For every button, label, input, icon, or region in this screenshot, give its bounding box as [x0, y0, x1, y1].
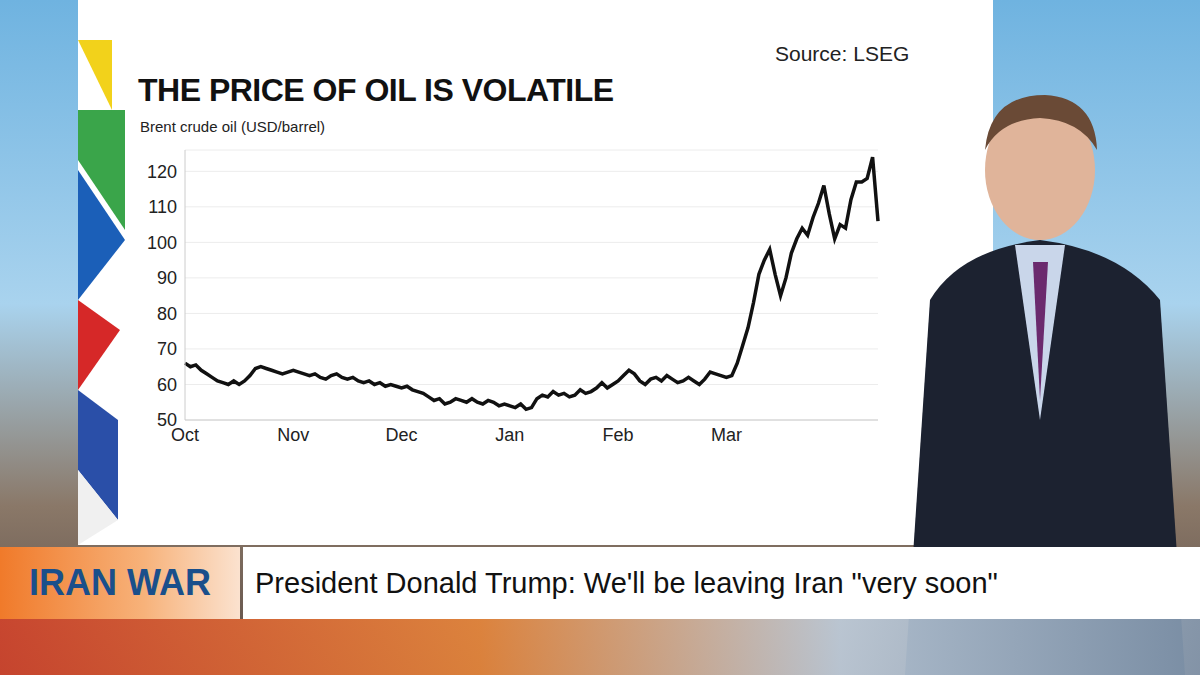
svg-text:120: 120: [147, 162, 177, 182]
html-text:IRAN WAR: IRAN WAR: [29, 562, 211, 603]
svg-text:Dec: Dec: [386, 425, 418, 445]
svg-text:Oct: Oct: [171, 424, 199, 445]
svg-text:70: 70: [157, 339, 177, 359]
svg-text:Mar: Mar: [711, 425, 742, 445]
svg-text:50: 50: [157, 410, 177, 430]
svg-text:Feb: Feb: [603, 425, 634, 445]
html-text:President Donald Trump: We'll: President Donald Trump: We'll be leaving…: [255, 566, 998, 599]
svg-text:60: 60: [157, 375, 177, 395]
svg-text:90: 90: [157, 268, 177, 288]
html-text:Brent crude oil (USD/barrel): Brent crude oil (USD/barrel): [140, 118, 326, 135]
svg-text:Nov: Nov: [277, 425, 309, 445]
svg-text:80: 80: [157, 304, 177, 324]
html-text:Source: LSEG: Source: LSEG: [775, 42, 910, 65]
svg-text:110: 110: [148, 197, 177, 217]
html-text:THE PRICE OF OIL IS VOLATILE: THE PRICE OF OIL IS VOLATILE: [138, 72, 614, 108]
svg-text:Jan: Jan: [495, 425, 524, 445]
svg-text:100: 100: [147, 233, 177, 253]
